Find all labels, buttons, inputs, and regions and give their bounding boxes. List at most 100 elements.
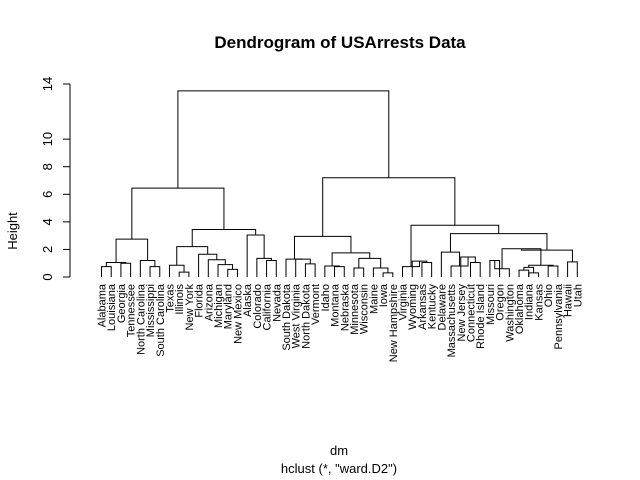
leaf-label: Alaska	[242, 283, 254, 317]
dendrogram-branch	[101, 266, 112, 277]
leaf-label: California	[262, 283, 274, 330]
leaf-label: Washington	[504, 284, 516, 342]
dendrogram-branch	[353, 267, 365, 277]
leaf-label: Colorado	[252, 284, 264, 329]
y-axis: 0 2 4 6 8 10 14	[40, 77, 71, 281]
leaf-label: Nevada	[271, 283, 283, 322]
y-axis-label: Height	[5, 212, 20, 250]
leaf-label: West Virginia	[291, 283, 303, 348]
dendrogram-branch	[501, 248, 542, 269]
dendrogram-branch	[358, 257, 382, 269]
leaf-label: Ohio	[543, 284, 555, 307]
dendrogram-branch	[547, 265, 559, 277]
leaf-label: North Dakota	[300, 283, 312, 349]
leaf-label: Oklahoma	[514, 283, 526, 334]
dendrogram-branch	[334, 266, 345, 277]
leaf-label: New York	[184, 284, 196, 331]
dendrogram-branch	[295, 258, 311, 277]
dendrogram-branch	[449, 233, 548, 253]
leaf-label: Oregon	[495, 284, 507, 321]
dendrogram-branch	[177, 90, 390, 189]
dendrogram-branch	[421, 262, 433, 277]
leaf-label: New Hampshire	[388, 284, 400, 362]
leaf-label: Tennessee	[126, 284, 138, 337]
leaf-label: Louisiana	[106, 283, 118, 331]
leaf-label: Missouri	[485, 284, 497, 325]
dendrogram-branch	[322, 177, 456, 237]
dendrogram-branch	[168, 264, 185, 277]
y-tick-label: 2	[40, 246, 55, 253]
leaf-label: Indiana	[524, 283, 536, 320]
dendrogram-branch	[227, 268, 238, 277]
leaf-label: South Carolina	[155, 283, 167, 357]
dendrogram-branch	[402, 261, 421, 277]
dendrogram-branch	[469, 262, 481, 277]
leaf-label: Hawaii	[563, 284, 575, 317]
leaf-label: Virginia	[398, 283, 410, 320]
dendrogram-branch	[285, 258, 303, 277]
dendrogram-branch	[411, 260, 428, 277]
dendrogram-branch	[324, 265, 340, 277]
leaf-label: Pennsylvania	[553, 283, 565, 349]
leaf-label: Georgia	[116, 283, 128, 323]
dendrogram-branch	[520, 248, 573, 262]
leaf-label: Wyoming	[407, 284, 419, 330]
dendrogram-branch	[246, 234, 265, 277]
leaf-label: New Mexico	[232, 284, 244, 344]
leaf-label: Minnesota	[349, 283, 361, 335]
leaf-label: Massachusetts	[446, 284, 458, 358]
dendrogram-branch	[494, 260, 510, 277]
dendrogram-branch	[410, 224, 500, 267]
y-tick-label: 4	[40, 218, 55, 225]
dendrogram-branch	[178, 271, 190, 277]
dendrogram-branch	[331, 252, 371, 266]
dendrogram-branch	[176, 246, 209, 266]
leaf-label: Mississippi	[145, 284, 157, 337]
y-tick-label: 8	[40, 163, 55, 170]
dendrogram-branch	[149, 266, 161, 277]
dendrogram-branch	[217, 264, 234, 277]
dendrogram-branch	[198, 253, 218, 277]
dendrogram-branch	[266, 259, 277, 277]
dendrogram-branch	[131, 187, 225, 240]
leaf-label: South Dakota	[281, 283, 293, 351]
leaf-label: Iowa	[378, 283, 390, 307]
leaf-label: Arkansas	[417, 284, 429, 330]
method-sublabel: hclust (*, "ward.D2")	[281, 461, 397, 476]
dendrogram-branch	[304, 263, 316, 277]
dendrogram-branch	[256, 257, 272, 277]
dendrogram-branch	[440, 251, 461, 277]
leaf-label: Nebraska	[339, 283, 351, 331]
leaf-label: Texas	[164, 284, 176, 313]
leaf-label: Kansas	[533, 284, 545, 321]
leaf-label: Florida	[194, 283, 206, 318]
leaf-label: Vermont	[310, 284, 322, 325]
y-tick-label: 10	[40, 132, 55, 146]
leaf-label: Illinois	[174, 284, 186, 315]
dendrogram-branch	[120, 262, 132, 277]
y-tick-label: 6	[40, 191, 55, 198]
leaf-label: Alabama	[97, 283, 109, 327]
leaf-label: Maryland	[223, 284, 235, 329]
dendrogram-branch	[115, 238, 149, 263]
chart-title: Dendrogram of USArrests Data	[214, 33, 466, 52]
leaf-label: Utah	[572, 284, 584, 307]
leaf-label: New Jersey	[456, 284, 468, 342]
leaf-label: Maine	[368, 284, 380, 314]
leaf-label: Idaho	[320, 284, 332, 312]
leaf-label: North Carolina	[135, 283, 147, 355]
leaf-label: Rhode Island	[475, 284, 487, 349]
leaf-label: Wisconsin	[359, 284, 371, 334]
leaf-label: Michigan	[213, 284, 225, 328]
dendrogram-branch	[567, 261, 578, 277]
x-axis-label: dm	[330, 443, 348, 458]
dendrogram-branch	[191, 228, 257, 247]
dendrogram-branch	[382, 272, 394, 277]
dendrogram-branch	[528, 272, 539, 277]
leaf-label: Arizona	[203, 283, 215, 321]
leaf-label: Montana	[330, 283, 342, 327]
leaf-label: Kentucky	[427, 284, 439, 330]
y-tick-label: 14	[40, 77, 55, 91]
